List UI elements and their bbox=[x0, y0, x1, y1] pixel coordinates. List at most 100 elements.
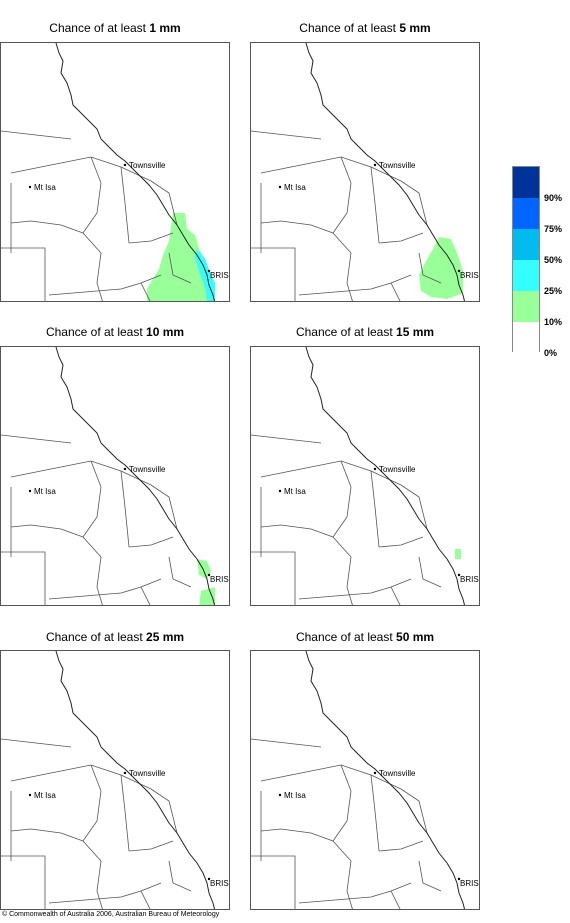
map-5mm: Townsville Mt Isa BRIS bbox=[250, 42, 480, 302]
coastline bbox=[55, 43, 216, 301]
district-boundary bbox=[400, 788, 428, 834]
town-label-mt_isa: Mt Isa bbox=[284, 487, 306, 496]
town-marker bbox=[457, 877, 461, 881]
town-label-brisbane: BRIS bbox=[460, 879, 479, 888]
district-boundary bbox=[298, 274, 412, 296]
town-label-brisbane: BRIS bbox=[460, 575, 479, 584]
map-drawing: Townsville Mt Isa BRIS bbox=[251, 651, 479, 909]
map-drawing: Townsville Mt Isa BRIS bbox=[1, 347, 229, 605]
town-label-townsville: Townsville bbox=[379, 769, 416, 778]
probability-region bbox=[147, 213, 215, 301]
probability-region bbox=[199, 587, 215, 605]
district-boundary bbox=[48, 882, 162, 904]
town-marker bbox=[207, 573, 211, 577]
title-amount: 15 mm bbox=[396, 325, 435, 339]
coastline bbox=[55, 347, 216, 605]
district-boundary bbox=[168, 252, 192, 284]
district-boundary bbox=[332, 536, 353, 605]
town-marker bbox=[278, 185, 282, 189]
district-boundary bbox=[140, 890, 151, 909]
town-marker bbox=[28, 489, 32, 493]
town-marker bbox=[28, 793, 32, 797]
legend-swatch-10-25 bbox=[513, 291, 539, 322]
district-boundary bbox=[260, 764, 352, 842]
legend-label-10: 10% bbox=[544, 317, 563, 327]
probability-region bbox=[419, 237, 463, 299]
title-amount: 25 mm bbox=[146, 630, 185, 644]
district-boundary bbox=[140, 282, 151, 301]
town-label-mt_isa: Mt Isa bbox=[284, 791, 306, 800]
town-marker bbox=[207, 877, 211, 881]
district-boundary bbox=[10, 764, 102, 842]
district-boundary bbox=[251, 434, 322, 444]
district-boundary bbox=[128, 840, 174, 852]
town-marker bbox=[123, 163, 127, 167]
probability-region bbox=[455, 549, 461, 559]
district-boundary bbox=[128, 536, 174, 548]
town-label-brisbane: BRIS bbox=[210, 879, 229, 888]
legend-swatch-75-90 bbox=[513, 198, 539, 229]
district-boundary bbox=[418, 556, 442, 588]
legend-label-75: 75% bbox=[544, 224, 563, 234]
legend-swatch-25-50 bbox=[513, 260, 539, 291]
title-amount: 10 mm bbox=[146, 325, 185, 339]
town-marker bbox=[123, 467, 127, 471]
copyright-footer: © Commonwealth of Australia 2006, Austra… bbox=[2, 911, 220, 918]
district-boundary bbox=[390, 586, 401, 605]
district-boundary bbox=[1, 551, 46, 605]
district-boundary bbox=[251, 130, 322, 140]
district-boundary bbox=[150, 180, 178, 226]
town-label-townsville: Townsville bbox=[129, 769, 166, 778]
district-boundary bbox=[1, 247, 46, 301]
town-marker bbox=[123, 771, 127, 775]
legend-swatch-0-10 bbox=[513, 322, 539, 353]
coastline bbox=[305, 347, 466, 605]
legend-label-50: 50% bbox=[544, 255, 563, 265]
district-boundary bbox=[418, 252, 442, 284]
district-boundary bbox=[378, 232, 424, 244]
district-boundary bbox=[1, 738, 72, 748]
town-marker bbox=[373, 771, 377, 775]
district-boundary bbox=[48, 274, 162, 296]
district-boundary bbox=[82, 840, 103, 909]
district-boundary bbox=[378, 536, 424, 548]
legend-label-90: 90% bbox=[544, 193, 563, 203]
district-boundary bbox=[1, 130, 72, 140]
town-marker bbox=[457, 573, 461, 577]
town-label-townsville: Townsville bbox=[129, 465, 166, 474]
title-amount: 50 mm bbox=[396, 630, 435, 644]
town-label-brisbane: BRIS bbox=[210, 575, 229, 584]
district-boundary bbox=[1, 855, 46, 909]
title-amount: 5 mm bbox=[399, 21, 431, 35]
district-boundary bbox=[298, 578, 412, 600]
town-label-townsville: Townsville bbox=[379, 161, 416, 170]
town-label-mt_isa: Mt Isa bbox=[34, 791, 56, 800]
map-drawing: Townsville Mt Isa BRIS bbox=[251, 347, 479, 605]
town-label-townsville: Townsville bbox=[379, 465, 416, 474]
map-1mm: Townsville Mt Isa BRIS bbox=[0, 42, 230, 302]
map-drawing: Townsville Mt Isa BRIS bbox=[1, 651, 229, 909]
district-boundary bbox=[332, 232, 353, 301]
panel-title-25mm: Chance of at least 25 mm bbox=[0, 630, 230, 644]
district-boundary bbox=[168, 556, 192, 588]
title-prefix: Chance of at least bbox=[295, 630, 397, 644]
district-boundary bbox=[251, 738, 322, 748]
town-marker bbox=[278, 793, 282, 797]
town-marker bbox=[373, 163, 377, 167]
town-marker bbox=[28, 185, 32, 189]
district-boundary bbox=[120, 774, 130, 852]
coastline bbox=[55, 651, 216, 909]
district-boundary bbox=[251, 551, 296, 605]
district-boundary bbox=[370, 470, 380, 548]
district-boundary bbox=[150, 788, 178, 834]
town-marker bbox=[373, 467, 377, 471]
coastline bbox=[305, 43, 466, 301]
district-boundary bbox=[370, 166, 380, 244]
district-boundary bbox=[370, 774, 380, 852]
town-marker bbox=[278, 489, 282, 493]
map-25mm: Townsville Mt Isa BRIS bbox=[0, 650, 230, 910]
title-amount: 1 mm bbox=[149, 21, 181, 35]
panel-title-50mm: Chance of at least 50 mm bbox=[250, 630, 480, 644]
map-drawing: Townsville Mt Isa BRIS bbox=[1, 43, 229, 301]
district-boundary bbox=[400, 484, 428, 530]
